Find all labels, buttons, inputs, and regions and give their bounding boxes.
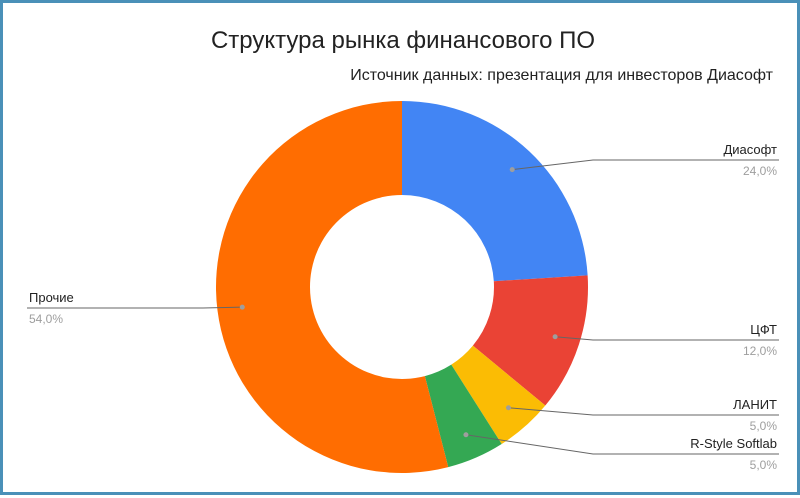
slice-ланит <box>451 345 546 445</box>
value-label-цфт: 12,0% <box>743 344 777 358</box>
slice-r-style-softlab <box>424 364 502 468</box>
leader-dot-ланит <box>505 405 511 411</box>
chart-title: Структура рынка финансового ПО <box>210 27 596 54</box>
value-label-диасофт: 24,0% <box>743 164 777 178</box>
leader-dot-прочие <box>239 304 245 310</box>
leader-line-r-style-softlab <box>465 434 779 455</box>
label-цфт: ЦФТ <box>750 322 777 337</box>
value-label-r-style-softlab: 5,0% <box>750 458 778 472</box>
slice-прочие <box>216 101 449 473</box>
leader-dot-диасофт <box>509 167 515 173</box>
donut-chart: Диасофт 24,0% ЦФТ 12,0% ЛАНИТ 5,0% R-Style Sof… <box>27 101 779 473</box>
label-r-style-softlab: R-Style Softlab <box>690 436 777 451</box>
leader-line-цфт <box>555 336 779 341</box>
label-ланит: ЛАНИТ <box>733 397 777 412</box>
leader-line-ланит <box>508 407 779 416</box>
chart-subtitle: Источник данных: презентация для инвесто… <box>350 67 773 84</box>
leader-dot-цфт <box>552 334 558 340</box>
leader-line-диасофт <box>512 159 779 171</box>
leader-dot-r-style-softlab <box>463 432 469 438</box>
slice-диасофт <box>402 101 588 282</box>
label-диасофт: Диасофт <box>723 142 777 157</box>
slice-цфт <box>472 275 588 406</box>
value-label-ланит: 5,0% <box>750 419 778 433</box>
leader-line-прочие <box>27 306 243 309</box>
label-прочие: Прочие <box>29 290 74 305</box>
value-label-прочие: 54,0% <box>29 312 63 326</box>
